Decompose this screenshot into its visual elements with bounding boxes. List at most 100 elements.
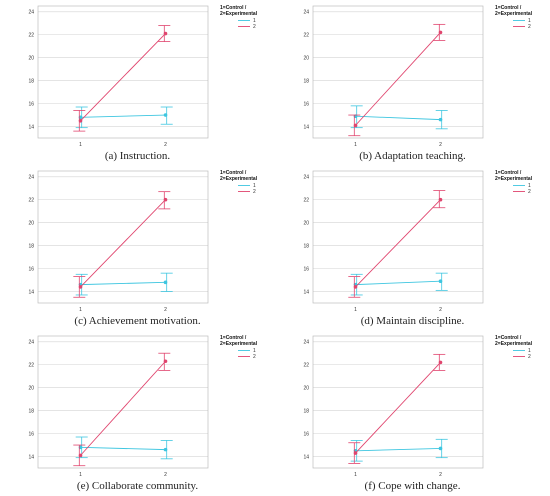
data-point xyxy=(438,197,443,202)
series-line xyxy=(80,114,166,118)
legend-title-line2: 2=Experimental xyxy=(495,176,533,182)
series-line xyxy=(80,446,166,451)
x-tick-label: 1 xyxy=(79,307,82,313)
y-tick-label: 22 xyxy=(28,197,34,203)
data-point xyxy=(438,30,443,35)
legend-title-line1: 1=Control / xyxy=(495,335,522,341)
y-tick-label: 24 xyxy=(303,175,309,181)
y-tick-label: 24 xyxy=(28,340,34,346)
series-line xyxy=(80,33,166,122)
legend-title-line2: 2=Experimental xyxy=(220,341,258,347)
y-tick-label: 24 xyxy=(28,10,34,16)
legend-title-line2: 2=Experimental xyxy=(220,11,258,17)
legend-entry: 1 xyxy=(253,348,256,354)
legend-entry: 2 xyxy=(253,354,256,360)
series-line xyxy=(355,32,441,126)
y-tick-label: 22 xyxy=(303,362,309,368)
series-line xyxy=(80,199,166,288)
x-tick-label: 2 xyxy=(164,142,167,148)
x-tick-label: 1 xyxy=(354,307,357,313)
y-tick-label: 14 xyxy=(303,289,309,295)
y-tick-label: 20 xyxy=(28,55,34,61)
caption-e: (e) Collaborate community. xyxy=(76,480,199,492)
y-tick-label: 18 xyxy=(303,243,309,249)
y-tick-label: 14 xyxy=(28,454,34,460)
x-tick-label: 1 xyxy=(79,472,82,478)
chart-panel-c: 14 16 18 20 22 24 1 2 1=Control /2=Experimental 1… xyxy=(0,165,275,330)
legend-entry: 1 xyxy=(253,18,256,24)
data-point xyxy=(163,31,168,36)
data-point xyxy=(438,360,443,365)
y-tick-label: 18 xyxy=(28,408,34,414)
y-tick-label: 24 xyxy=(303,10,309,16)
series-line xyxy=(80,281,166,286)
series-line xyxy=(355,199,441,288)
legend-entry: 2 xyxy=(528,189,531,195)
legend-entry: 1 xyxy=(528,18,531,24)
x-tick-label: 2 xyxy=(164,307,167,313)
legend-title-line1: 1=Control / xyxy=(495,5,522,11)
y-tick-label: 14 xyxy=(303,124,309,130)
legend-entry: 2 xyxy=(253,24,256,30)
chart-panel-f: 14 16 18 20 22 24 1 2 1=Control /2=Experimental 1… xyxy=(275,330,550,495)
y-tick-label: 14 xyxy=(28,289,34,295)
legend-title-line2: 2=Experimental xyxy=(220,176,258,182)
data-point xyxy=(78,453,83,458)
y-tick-label: 16 xyxy=(28,101,34,107)
data-point xyxy=(163,113,168,117)
series-line xyxy=(355,362,441,454)
x-tick-label: 1 xyxy=(354,142,357,148)
y-tick-label: 18 xyxy=(28,78,34,84)
plot-frame xyxy=(37,170,209,304)
y-tick-label: 24 xyxy=(303,340,309,346)
caption-a: (a) Instruction. xyxy=(104,150,171,162)
y-tick-label: 18 xyxy=(303,408,309,414)
y-tick-label: 22 xyxy=(28,32,34,38)
legend-entry: 2 xyxy=(528,354,531,360)
y-tick-label: 20 xyxy=(28,385,34,391)
legend-title-line1: 1=Control / xyxy=(220,5,247,11)
data-point xyxy=(438,279,443,283)
data-point xyxy=(438,446,443,451)
series-line xyxy=(80,360,166,456)
x-tick-label: 2 xyxy=(164,472,167,478)
data-point xyxy=(163,197,168,202)
chart-panel-b: 14 16 18 20 22 24 1 2 1=Control /2=Experimental 1… xyxy=(275,0,550,165)
data-point xyxy=(163,359,168,364)
y-tick-label: 16 xyxy=(303,431,309,437)
y-tick-label: 14 xyxy=(28,124,34,130)
y-tick-label: 24 xyxy=(28,175,34,181)
chart-panel-e: 14 16 18 20 22 24 1 2 1=Control /2=Experimental 1… xyxy=(0,330,275,495)
y-tick-label: 16 xyxy=(303,266,309,272)
data-point xyxy=(78,285,83,289)
legend-entry: 2 xyxy=(253,189,256,195)
y-tick-label: 18 xyxy=(303,78,309,84)
legend-entry: 1 xyxy=(528,348,531,354)
caption-d: (d) Maintain discipline. xyxy=(360,315,465,327)
data-point xyxy=(353,123,358,128)
series-line xyxy=(355,115,441,121)
plot-frame xyxy=(312,5,484,139)
data-point xyxy=(78,118,83,123)
legend-title-line1: 1=Control / xyxy=(220,335,247,341)
legend-title-line2: 2=Experimental xyxy=(495,341,533,347)
legend-title-line2: 2=Experimental xyxy=(495,11,533,17)
plot-frame xyxy=(312,170,484,304)
y-tick-label: 20 xyxy=(303,220,309,226)
y-tick-label: 16 xyxy=(28,266,34,272)
y-tick-label: 22 xyxy=(303,32,309,38)
y-tick-label: 20 xyxy=(303,385,309,391)
x-tick-label: 2 xyxy=(439,472,442,478)
data-point xyxy=(438,117,443,122)
chart-panel-d: 14 16 18 20 22 24 1 2 1=Control /2=Experimental 1… xyxy=(275,165,550,330)
caption-c: (c) Achievement motivation. xyxy=(74,315,201,327)
y-tick-label: 22 xyxy=(303,197,309,203)
x-tick-label: 1 xyxy=(354,472,357,478)
x-tick-label: 1 xyxy=(79,142,82,148)
